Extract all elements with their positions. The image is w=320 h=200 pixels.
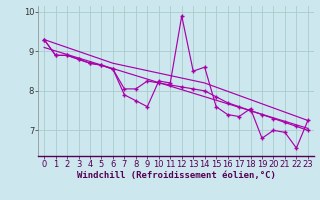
X-axis label: Windchill (Refroidissement éolien,°C): Windchill (Refroidissement éolien,°C) (76, 171, 276, 180)
